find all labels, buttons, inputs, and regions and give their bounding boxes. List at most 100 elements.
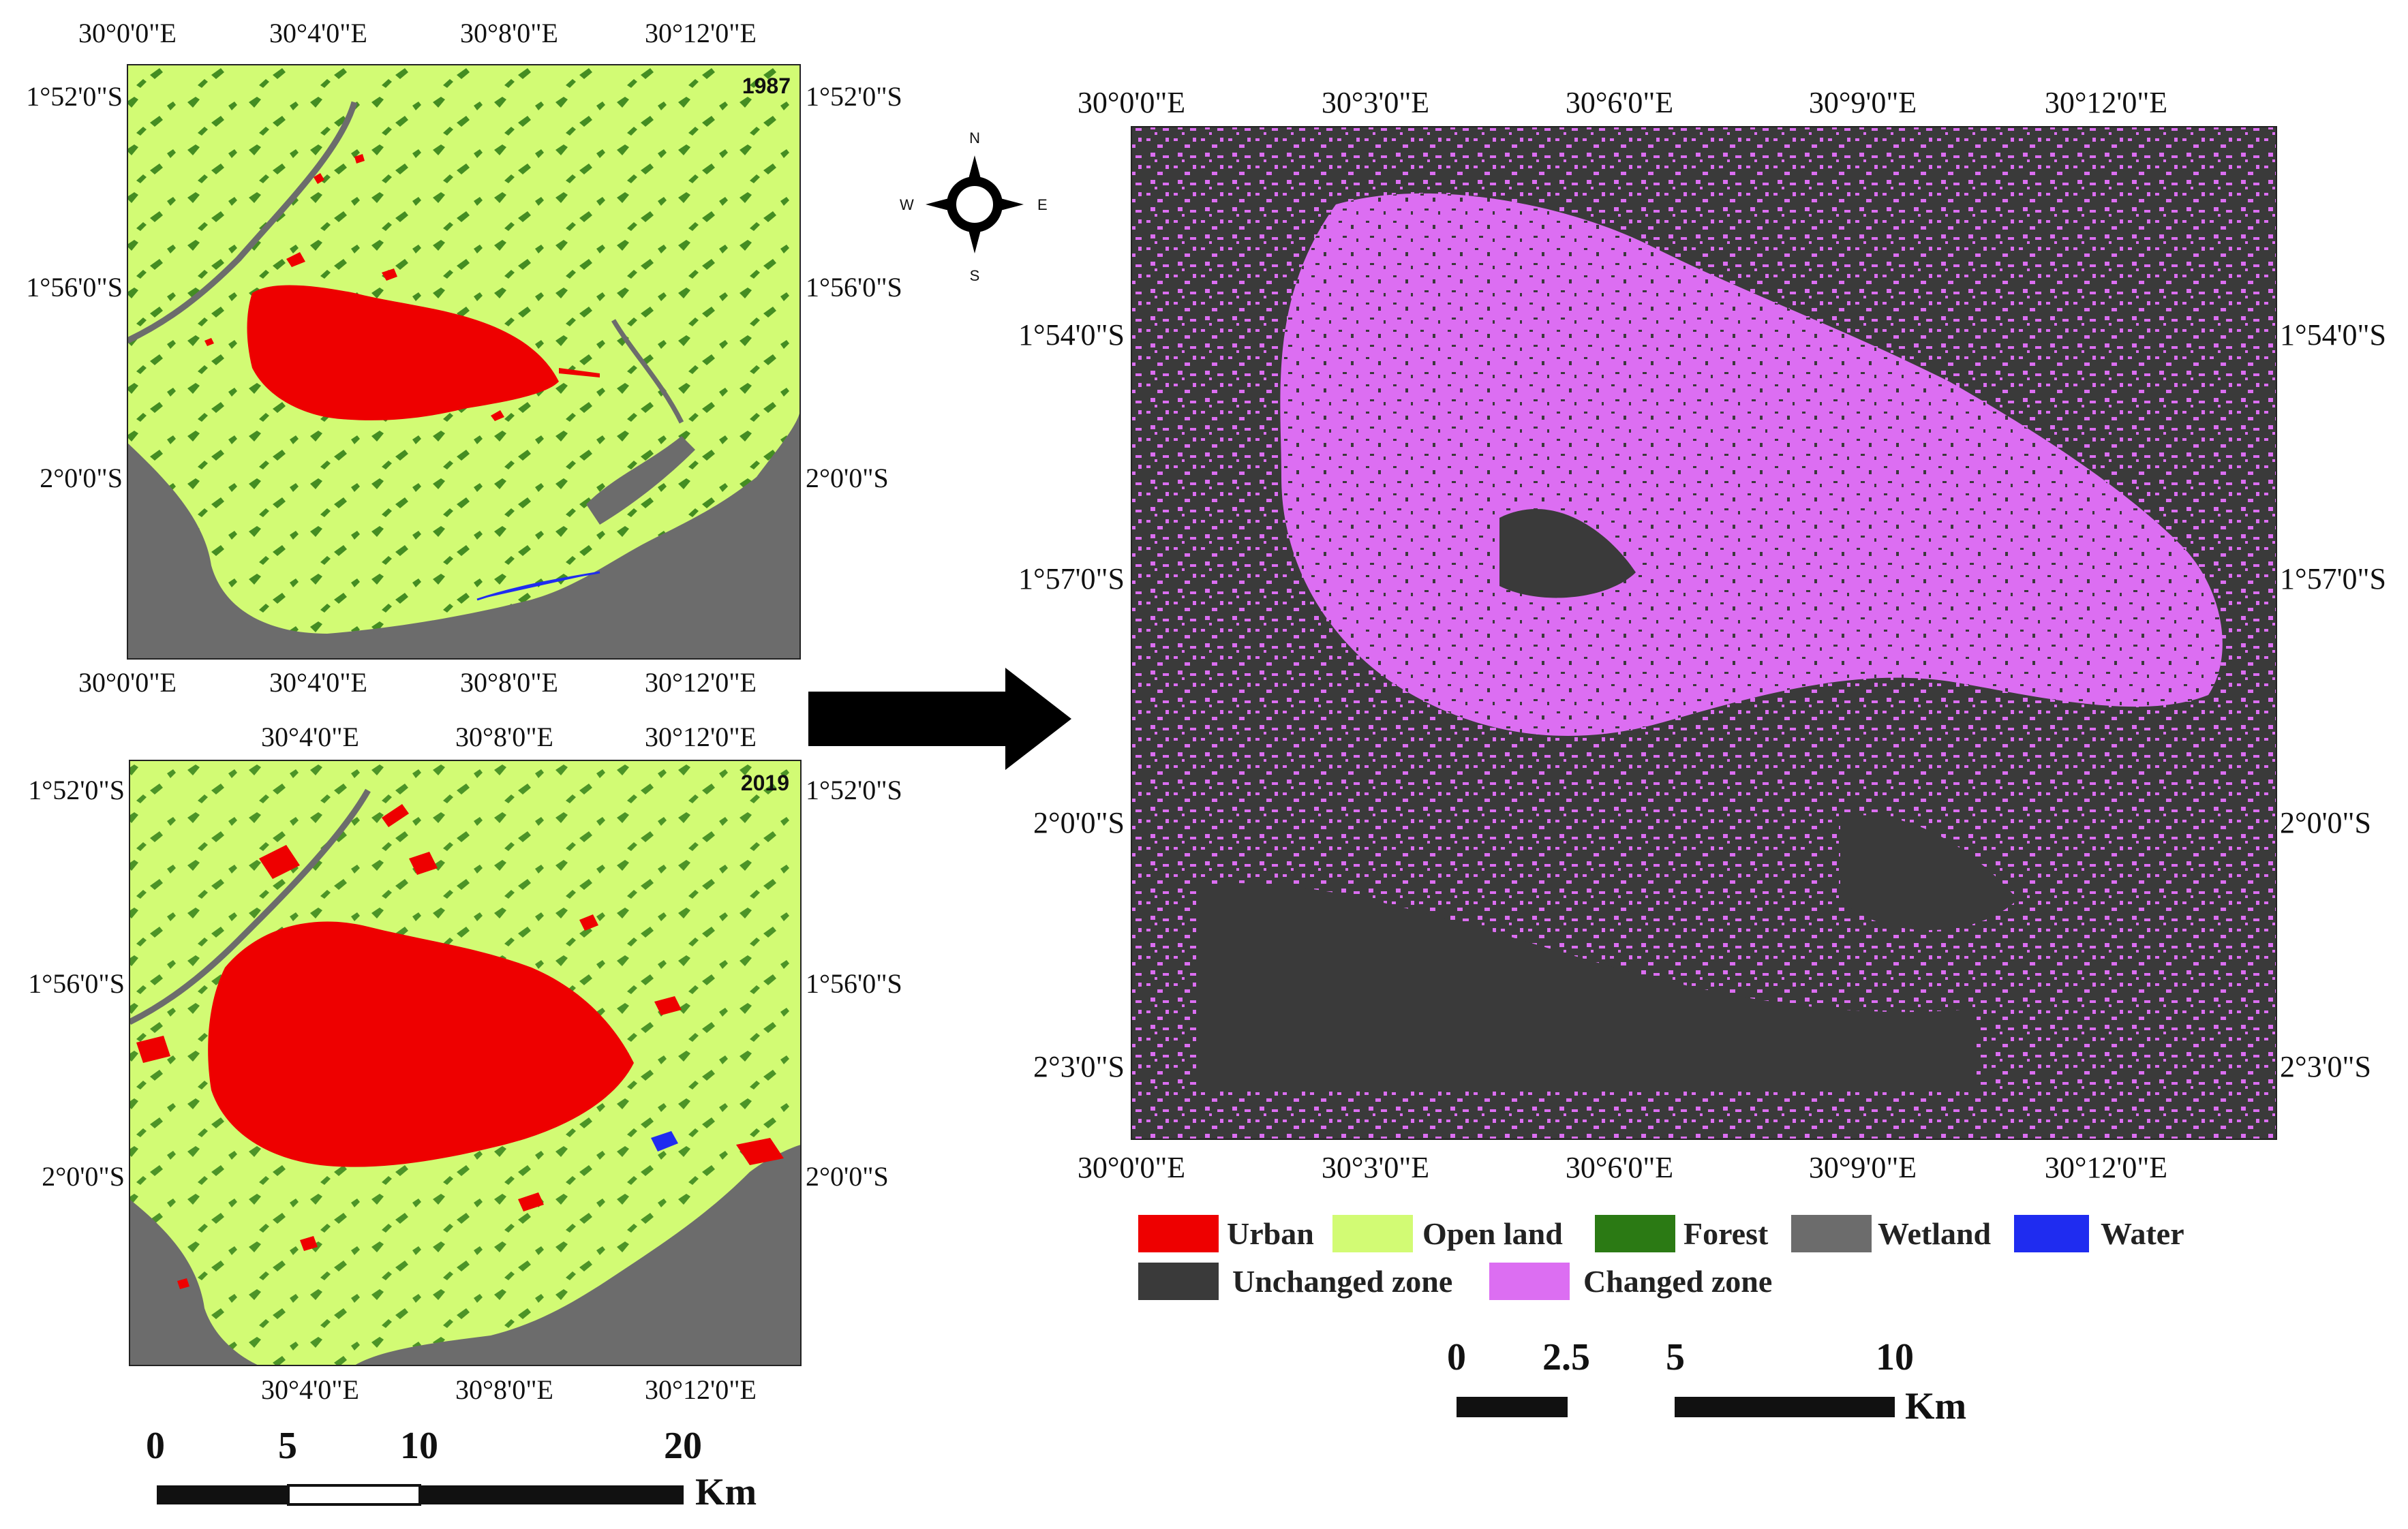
legend-label: Open land [1422, 1216, 1563, 1251]
map-2019 [129, 760, 801, 1365]
tick-label: 1°56'0"S [28, 968, 125, 999]
change-map-top-ticks: 30°0'0"E 30°3'0"E 30°6'0"E 30°9'0"E 30°1… [1078, 86, 2167, 119]
tick-label: 30°0'0"E [78, 18, 177, 48]
scalebar-tick: 0 [1447, 1336, 1466, 1378]
tick-label: 1°56'0"S [806, 968, 902, 999]
tick-label: 2°0'0"S [2280, 806, 2371, 839]
tick-label: 2°3'0"S [1033, 1050, 1125, 1083]
scalebar-tick: 10 [400, 1425, 438, 1467]
tick-label: 1°52'0"S [806, 81, 902, 112]
scalebar-tick: 10 [1876, 1336, 1914, 1378]
scalebar-tick: 20 [664, 1425, 702, 1467]
compass-n: N [969, 129, 980, 146]
legend-label: Water [2101, 1216, 2184, 1251]
tick-label: 30°4'0"E [261, 1374, 359, 1405]
arrow-icon [808, 668, 1071, 770]
tick-label: 30°4'0"E [269, 667, 367, 698]
scalebar-tick: 0 [146, 1425, 165, 1467]
map-2019-bottom-ticks: 30°4'0"E 30°8'0"E 30°12'0"E [261, 1374, 757, 1405]
map-2019-right-ticks: 1°52'0"S 1°56'0"S 2°0'0"S [806, 775, 902, 1192]
tick-label: 30°12'0"E [645, 722, 757, 752]
tick-label: 30°4'0"E [261, 722, 359, 752]
map-1987-right-ticks: 1°52'0"S 1°56'0"S 2°0'0"S [806, 81, 902, 493]
tick-label: 1°57'0"S [2280, 562, 2386, 596]
year-label-2019: 2019 [741, 771, 789, 795]
map-2019-left-ticks: 1°52'0"S 1°56'0"S 2°0'0"S [28, 775, 125, 1192]
scalebar-right: 0 2.5 5 10 Km [1447, 1336, 1966, 1427]
legend-item-water: Water [2014, 1215, 2184, 1252]
tick-label: 30°6'0"E [1566, 1151, 1673, 1184]
tick-label: 30°12'0"E [2045, 86, 2167, 119]
scalebar-segment [1457, 1397, 1568, 1417]
tick-label: 30°0'0"E [1078, 86, 1185, 119]
tick-label: 30°8'0"E [460, 18, 558, 48]
tick-label: 1°56'0"S [806, 272, 902, 303]
legend-item-open-land: Open land [1332, 1215, 1563, 1252]
tick-label: 30°12'0"E [645, 1374, 757, 1405]
scalebar-segment [420, 1485, 684, 1504]
tick-label: 30°0'0"E [1078, 1151, 1185, 1184]
tick-label: 30°0'0"E [78, 667, 177, 698]
legend-item-changed: Changed zone [1489, 1263, 1772, 1300]
compass-e: E [1037, 196, 1048, 213]
scalebar-unit: Km [695, 1471, 757, 1513]
tick-label: 2°3'0"S [2280, 1050, 2371, 1083]
tick-label: 30°12'0"E [645, 18, 757, 48]
scalebar-tick: 5 [278, 1425, 297, 1467]
tick-label: 1°57'0"S [1018, 562, 1125, 596]
scalebar-left: 0 5 10 20 Km [146, 1425, 757, 1513]
tick-label: 2°0'0"S [42, 1161, 125, 1192]
tick-label: 1°54'0"S [1018, 318, 1125, 352]
tick-label: 1°52'0"S [26, 81, 123, 112]
legend-item-unchanged: Unchanged zone [1138, 1263, 1452, 1300]
scalebar-unit: Km [1905, 1385, 1966, 1427]
tick-label: 30°4'0"E [269, 18, 367, 48]
tick-label: 30°6'0"E [1566, 86, 1673, 119]
change-map [1131, 127, 2276, 1139]
scalebar-tick: 2.5 [1542, 1336, 1590, 1378]
legend-item-forest: Forest [1595, 1215, 1769, 1252]
change-map-bottom-ticks: 30°0'0"E 30°3'0"E 30°6'0"E 30°9'0"E 30°1… [1078, 1151, 2167, 1184]
tick-label: 1°54'0"S [2280, 318, 2386, 352]
tick-label: 30°9'0"E [1809, 86, 1917, 119]
tick-label: 2°0'0"S [1033, 806, 1125, 839]
compass-w: W [900, 196, 914, 213]
tick-label: 30°12'0"E [2045, 1151, 2167, 1184]
wetland-area [129, 1145, 801, 1365]
north-arrow-icon: N S E W [900, 129, 1048, 284]
map-1987-top-ticks: 30°0'0"E 30°4'0"E 30°8'0"E 30°12'0"E [78, 18, 757, 48]
changed-zone [1280, 193, 2223, 736]
change-map-left-ticks: 1°54'0"S 1°57'0"S 2°0'0"S 2°3'0"S [1018, 318, 1125, 1083]
map-1987-left-ticks: 1°52'0"S 1°56'0"S 2°0'0"S [26, 81, 123, 493]
legend: Urban Open land Forest Wetland Water Unc… [1138, 1215, 2184, 1300]
map-1987 [127, 65, 800, 659]
legend-label: Wetland [1878, 1216, 1992, 1251]
scalebar-segment [287, 1484, 421, 1506]
tick-label: 30°8'0"E [455, 1374, 553, 1405]
tick-label: 1°56'0"S [26, 272, 123, 303]
legend-label: Forest [1683, 1216, 1769, 1251]
urban-area [247, 285, 559, 420]
tick-label: 2°0'0"S [40, 463, 123, 493]
scalebar-tick: 5 [1666, 1336, 1685, 1378]
urban-area [208, 921, 634, 1167]
year-label-1987: 1987 [742, 74, 791, 98]
map-2019-top-ticks: 30°4'0"E 30°8'0"E 30°12'0"E [261, 722, 757, 752]
legend-label: Unchanged zone [1232, 1264, 1452, 1299]
scalebar-segment [1675, 1397, 1895, 1417]
legend-label: Urban [1227, 1216, 1314, 1251]
change-map-right-ticks: 1°54'0"S 1°57'0"S 2°0'0"S 2°3'0"S [2280, 318, 2386, 1083]
tick-label: 30°8'0"E [460, 667, 558, 698]
scalebar-segment [157, 1485, 288, 1504]
tick-label: 30°12'0"E [645, 667, 757, 698]
legend-item-wetland: Wetland [1791, 1215, 1992, 1252]
tick-label: 30°8'0"E [455, 722, 553, 752]
tick-label: 1°52'0"S [28, 775, 125, 805]
legend-label: Changed zone [1583, 1264, 1772, 1299]
scalebar-segment [1568, 1397, 1675, 1417]
legend-item-urban: Urban [1138, 1215, 1314, 1252]
map-1987-bottom-ticks: 30°0'0"E 30°4'0"E 30°8'0"E 30°12'0"E [78, 667, 757, 698]
tick-label: 1°52'0"S [806, 775, 902, 805]
tick-label: 2°0'0"S [806, 1161, 889, 1192]
